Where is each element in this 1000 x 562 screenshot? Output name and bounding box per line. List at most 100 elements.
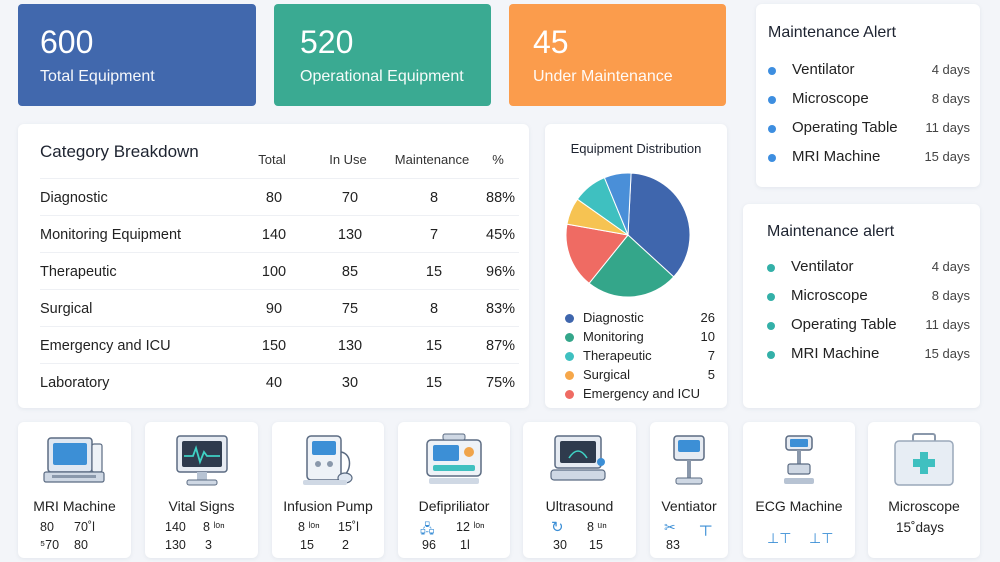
cell-percent: 83%: [486, 301, 516, 317]
header-in-use: In Use: [329, 152, 367, 167]
alert-equipment-name: Operating Table: [791, 316, 897, 333]
alert-item[interactable]: Operating Table 11 days: [767, 316, 970, 338]
equipment-name: MRI Machine: [33, 498, 116, 514]
alert-days: 11 days: [925, 317, 970, 332]
legend-dot: [565, 352, 574, 361]
alert-equipment-name: Operating Table: [792, 119, 898, 136]
legend-value: 5: [707, 367, 715, 382]
alert-title: Maintenance Alert: [768, 24, 897, 41]
equipment-value: 8 ˡᵒⁿ: [298, 520, 320, 534]
equipment-card-mri-machine[interactable]: MRI Machine 80 70˚l ⁵70 80: [18, 422, 131, 558]
equipment-value: 8 ˡᵒⁿ: [203, 520, 225, 534]
category-name: Therapeutic: [40, 264, 117, 280]
equipment-value: 15: [589, 538, 603, 552]
cart-icon: 🖧: [420, 521, 435, 536]
alert-item[interactable]: Microscope 8 days: [768, 90, 970, 112]
alert-title: Maintenance alert: [767, 223, 895, 240]
equipment-value: 96: [422, 538, 436, 552]
equipment-value: 2: [342, 538, 349, 552]
bed-icon: ⊥⊤: [767, 530, 792, 546]
alert-dot: [767, 264, 775, 272]
alert-item[interactable]: Ventilator 4 days: [767, 258, 970, 280]
stat-label: Total Equipment: [40, 68, 155, 85]
pie-slice: [565, 223, 629, 284]
alert-equipment-name: Microscope: [791, 287, 868, 304]
bed-icon: ⊥⊤: [809, 530, 834, 546]
cell-maintenance: 15: [425, 264, 443, 280]
category-name: Surgical: [40, 301, 93, 317]
stat-card-operational: 520 Operational Equipment: [274, 4, 491, 106]
pie-chart: [565, 172, 691, 298]
cell-total: 80: [265, 190, 283, 206]
equipment-card-ecg-machine[interactable]: ECG Machine ⊥⊤ ⊥⊤: [743, 422, 855, 558]
alert-dot: [767, 322, 775, 330]
cell-percent: 96%: [486, 264, 516, 280]
scissors-icon: ✂: [664, 519, 676, 535]
category-name: Monitoring Equipment: [40, 227, 182, 243]
equipment-value: 8 ᵘⁿ: [587, 520, 607, 534]
alert-days: 8 days: [931, 91, 970, 106]
cell-in-use: 130: [337, 338, 363, 354]
alert-dot: [768, 96, 776, 104]
alert-item[interactable]: MRI Machine 15 days: [768, 148, 970, 170]
cell-maintenance: 7: [429, 227, 439, 243]
legend-dot: [565, 333, 574, 342]
legend-value: 26: [700, 310, 715, 325]
stat-card-total: 600 Total Equipment: [18, 4, 256, 106]
category-name: Diagnostic: [40, 190, 108, 206]
cell-total: 150: [261, 338, 287, 354]
equipment-card-ultrasound[interactable]: Ultrasound ↻ 8 ᵘⁿ 30 15: [523, 422, 636, 558]
equipment-value: ⁵70: [40, 538, 60, 552]
cell-total: 40: [265, 375, 283, 391]
equipment-value: 70˚l: [74, 520, 95, 534]
alert-item[interactable]: MRI Machine 15 days: [767, 345, 970, 367]
equipment-card-ventilator[interactable]: Ventiator ✂ ┬ 83: [650, 422, 728, 558]
table-row: Surgical 90 75 8 83%: [40, 289, 519, 326]
category-breakdown-card: Category Breakdown Total In Use Maintena…: [18, 124, 529, 408]
legend-item-surgical: Surgical 5: [565, 367, 715, 385]
stat-label: Under Maintenance: [533, 68, 673, 85]
header-total: Total: [258, 152, 286, 167]
equipment-value: 140: [165, 520, 186, 534]
equipment-value: 15˚days: [896, 520, 945, 535]
cell-percent: 45%: [486, 227, 516, 243]
alert-equipment-name: Ventilator: [791, 258, 854, 275]
cell-in-use: 70: [341, 190, 359, 206]
equipment-value: 1l: [460, 538, 470, 552]
cell-in-use: 30: [341, 375, 359, 391]
alert-dot: [767, 293, 775, 301]
table-row: Laboratory 40 30 15 75%: [40, 363, 519, 400]
table-row: Monitoring Equipment 140 130 7 45%: [40, 215, 519, 252]
alert-item[interactable]: Ventilator 4 days: [768, 61, 970, 83]
equipment-card-defibrillator[interactable]: Defipriliator 🖧 12 ˡᵒⁿ 96 1l: [398, 422, 510, 558]
legend-value: 7: [707, 348, 715, 363]
mri-machine-icon: [42, 437, 105, 483]
alert-item[interactable]: Operating Table 11 days: [768, 119, 970, 141]
chart-title: Equipment Distribution: [570, 141, 702, 156]
stand-icon: ┬: [700, 518, 712, 535]
equipment-value: 83: [666, 538, 680, 552]
equipment-card-microscope[interactable]: Microscope 15˚days: [868, 422, 980, 558]
stat-value: 520: [300, 24, 354, 60]
equipment-card-infusion-pump[interactable]: Infusion Pump 8 ˡᵒⁿ 15˚l 15 2: [272, 422, 384, 558]
stat-value: 600: [40, 24, 94, 60]
alert-dot: [768, 154, 776, 162]
equipment-value: 130: [165, 538, 186, 552]
equipment-card-vital-signs[interactable]: Vital Signs 140 8 ˡᵒⁿ 130 3: [145, 422, 258, 558]
equipment-value: 80: [74, 538, 88, 552]
table-row: Therapeutic 100 85 15 96%: [40, 252, 519, 289]
cell-percent: 75%: [486, 375, 516, 391]
equipment-value: 30: [553, 538, 567, 552]
equipment-name: Microscope: [888, 498, 960, 514]
alert-item[interactable]: Microscope 8 days: [767, 287, 970, 309]
equipment-name: Ventiator: [661, 498, 717, 514]
legend-value: 10: [700, 329, 715, 344]
cell-in-use: 75: [341, 301, 359, 317]
alert-days: 8 days: [931, 288, 970, 303]
header-percent: %: [492, 152, 504, 167]
ecg-machine-icon: [784, 435, 814, 484]
equipment-value: 12 ˡᵒⁿ: [456, 520, 485, 534]
legend-item-diagnostic: Diagnostic 26: [565, 310, 715, 328]
cell-in-use: 85: [341, 264, 359, 280]
cell-percent: 87%: [486, 338, 516, 354]
